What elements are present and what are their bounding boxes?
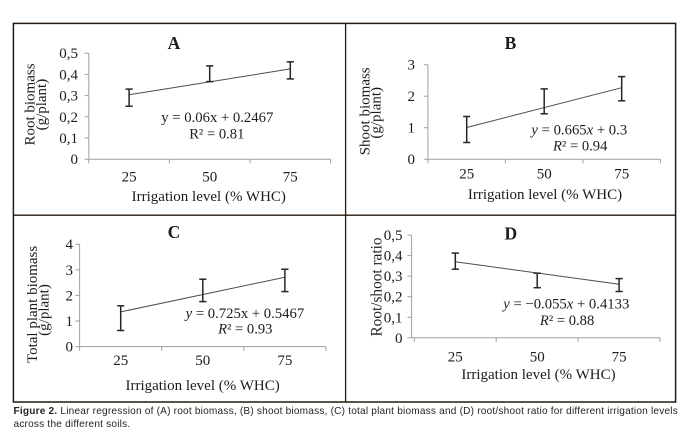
svg-text:0: 0	[66, 340, 74, 356]
svg-text:0,4: 0,4	[384, 249, 403, 265]
svg-text:75: 75	[277, 353, 292, 369]
svg-text:R² = 0.81: R² = 0.81	[189, 127, 244, 143]
svg-text:4: 4	[66, 237, 74, 253]
svg-text:(g/plant): (g/plant)	[36, 284, 52, 336]
svg-text:R² = 0.88: R² = 0.88	[539, 313, 594, 329]
svg-text:25: 25	[122, 170, 137, 186]
svg-text:y = −0.055x + 0.4133: y = −0.055x + 0.4133	[501, 297, 629, 313]
svg-text:0: 0	[71, 152, 79, 168]
svg-text:Irrigation level (% WHC): Irrigation level (% WHC)	[461, 367, 615, 383]
svg-text:25: 25	[113, 353, 128, 369]
svg-text:0: 0	[408, 152, 416, 168]
svg-text:y = 0.725x + 0.5467: y = 0.725x + 0.5467	[184, 306, 305, 322]
svg-text:50: 50	[530, 350, 545, 366]
svg-text:75: 75	[614, 167, 629, 183]
svg-text:R² = 0.93: R² = 0.93	[217, 321, 272, 337]
svg-text:0,5: 0,5	[384, 228, 403, 244]
svg-text:50: 50	[202, 170, 217, 186]
svg-text:A: A	[168, 33, 181, 53]
svg-text:0,1: 0,1	[384, 310, 403, 326]
svg-text:C: C	[168, 222, 181, 242]
svg-text:1: 1	[66, 314, 74, 330]
svg-text:(g/plant): (g/plant)	[369, 87, 385, 139]
svg-text:0,3: 0,3	[384, 269, 403, 285]
svg-text:R² = 0.94: R² = 0.94	[552, 138, 608, 154]
svg-text:(g/plant): (g/plant)	[34, 79, 50, 131]
svg-text:0,2: 0,2	[384, 290, 403, 306]
svg-text:Irrigation level (% WHC): Irrigation level (% WHC)	[468, 187, 622, 203]
svg-text:Shoot biomass: Shoot biomass	[358, 67, 374, 155]
svg-text:0,2: 0,2	[59, 110, 78, 126]
svg-text:3: 3	[408, 58, 416, 74]
svg-text:50: 50	[195, 353, 210, 369]
svg-text:0: 0	[395, 331, 403, 347]
svg-text:2: 2	[66, 288, 74, 304]
svg-text:Irrigation level (% WHC): Irrigation level (% WHC)	[125, 378, 279, 394]
svg-text:0,5: 0,5	[59, 46, 78, 62]
svg-text:50: 50	[537, 167, 552, 183]
svg-text:0,4: 0,4	[59, 67, 78, 83]
svg-text:y = 0.665x + 0.3: y = 0.665x + 0.3	[529, 123, 627, 139]
svg-text:Irrigation level (% WHC): Irrigation level (% WHC)	[132, 189, 286, 205]
svg-text:75: 75	[283, 170, 298, 186]
svg-text:1: 1	[408, 121, 416, 137]
svg-text:0,3: 0,3	[59, 89, 78, 105]
svg-text:25: 25	[459, 167, 474, 183]
svg-text:Root/shoot ratio: Root/shoot ratio	[369, 237, 386, 336]
svg-text:Root biomass: Root biomass	[22, 63, 38, 145]
svg-text:y = 0.06x + 0.2467: y = 0.06x + 0.2467	[161, 110, 273, 126]
svg-text:25: 25	[448, 350, 463, 366]
svg-text:B: B	[505, 33, 517, 53]
svg-text:75: 75	[612, 350, 627, 366]
svg-text:2: 2	[408, 89, 416, 105]
svg-text:3: 3	[66, 263, 74, 279]
svg-text:Total plant biomass: Total plant biomass	[25, 246, 41, 363]
svg-text:0,1: 0,1	[59, 131, 78, 147]
svg-text:D: D	[504, 223, 517, 243]
